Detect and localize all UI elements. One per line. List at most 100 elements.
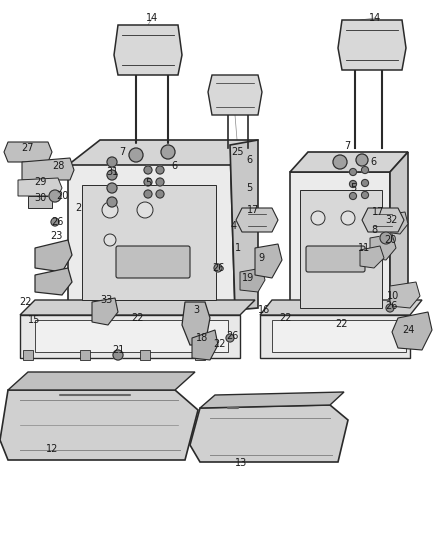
Circle shape: [214, 264, 222, 272]
Text: 31: 31: [106, 167, 118, 177]
Polygon shape: [260, 300, 422, 315]
Text: 20: 20: [56, 191, 68, 201]
Circle shape: [144, 178, 152, 186]
Bar: [23, 350, 33, 360]
Text: 5: 5: [350, 183, 356, 193]
Polygon shape: [0, 390, 198, 460]
Text: 18: 18: [196, 333, 208, 343]
Polygon shape: [4, 142, 52, 162]
Circle shape: [356, 154, 368, 166]
Polygon shape: [20, 315, 240, 358]
Text: 21: 21: [112, 345, 124, 355]
FancyBboxPatch shape: [306, 246, 365, 272]
Circle shape: [107, 197, 117, 207]
Text: 7: 7: [344, 141, 350, 151]
Text: 25: 25: [232, 147, 244, 157]
Polygon shape: [255, 244, 282, 278]
Text: 22: 22: [214, 339, 226, 349]
Circle shape: [113, 350, 123, 360]
Polygon shape: [290, 172, 390, 315]
Polygon shape: [114, 25, 182, 75]
Text: 11: 11: [358, 243, 370, 253]
Circle shape: [161, 145, 175, 159]
Polygon shape: [200, 392, 344, 408]
Polygon shape: [192, 330, 218, 360]
Polygon shape: [35, 268, 72, 295]
Text: 9: 9: [258, 253, 264, 263]
Circle shape: [156, 178, 164, 186]
Text: 6: 6: [246, 155, 252, 165]
Circle shape: [107, 183, 117, 193]
Circle shape: [350, 192, 357, 199]
Polygon shape: [35, 240, 72, 272]
Text: 23: 23: [50, 231, 62, 241]
Polygon shape: [384, 212, 408, 234]
Text: 1: 1: [235, 243, 241, 253]
Circle shape: [350, 181, 357, 188]
Text: 5: 5: [145, 178, 151, 188]
Polygon shape: [260, 315, 410, 358]
Circle shape: [226, 334, 234, 342]
Text: 32: 32: [385, 215, 397, 225]
Polygon shape: [290, 152, 408, 172]
Text: 17: 17: [372, 207, 384, 217]
Text: 6: 6: [171, 161, 177, 171]
Text: 14: 14: [146, 13, 158, 23]
Polygon shape: [182, 302, 210, 345]
Circle shape: [361, 166, 368, 174]
Circle shape: [137, 202, 153, 218]
Circle shape: [156, 166, 164, 174]
Circle shape: [350, 168, 357, 175]
Polygon shape: [8, 372, 195, 390]
Polygon shape: [68, 145, 235, 310]
Polygon shape: [390, 152, 408, 315]
Bar: [80, 350, 90, 360]
Text: 8: 8: [371, 225, 377, 235]
Text: 16: 16: [258, 305, 270, 315]
Text: 29: 29: [34, 177, 46, 187]
Text: 22: 22: [20, 297, 32, 307]
Circle shape: [107, 170, 117, 180]
Text: 6: 6: [370, 157, 376, 167]
Circle shape: [49, 190, 61, 202]
Polygon shape: [236, 208, 278, 232]
Circle shape: [333, 155, 347, 169]
Text: 30: 30: [34, 193, 46, 203]
Text: 3: 3: [193, 305, 199, 315]
Polygon shape: [362, 208, 404, 232]
FancyBboxPatch shape: [116, 246, 190, 278]
Polygon shape: [230, 140, 258, 310]
Polygon shape: [20, 300, 255, 315]
Text: 26: 26: [51, 217, 63, 227]
Circle shape: [107, 157, 117, 167]
Circle shape: [129, 148, 143, 162]
Text: 28: 28: [52, 161, 64, 171]
Polygon shape: [240, 268, 265, 292]
Circle shape: [311, 211, 325, 225]
Polygon shape: [360, 246, 384, 268]
Text: 26: 26: [212, 263, 224, 273]
Text: 22: 22: [132, 313, 144, 323]
Polygon shape: [92, 298, 118, 325]
Polygon shape: [392, 312, 432, 350]
Polygon shape: [272, 320, 406, 352]
Bar: [140, 350, 150, 360]
Polygon shape: [28, 196, 52, 208]
Text: 12: 12: [46, 444, 58, 454]
Circle shape: [361, 191, 368, 198]
Circle shape: [361, 180, 368, 187]
Text: 20: 20: [384, 235, 396, 245]
Text: 24: 24: [402, 325, 414, 335]
Text: 13: 13: [235, 458, 247, 468]
Text: 19: 19: [242, 273, 254, 283]
Text: 4: 4: [231, 221, 237, 231]
Polygon shape: [190, 405, 348, 462]
Polygon shape: [300, 190, 382, 308]
Polygon shape: [82, 185, 216, 300]
Polygon shape: [370, 234, 396, 260]
Circle shape: [380, 232, 392, 244]
Text: 5: 5: [246, 183, 252, 193]
Polygon shape: [390, 282, 420, 308]
Polygon shape: [68, 140, 258, 165]
Text: 15: 15: [28, 315, 40, 325]
